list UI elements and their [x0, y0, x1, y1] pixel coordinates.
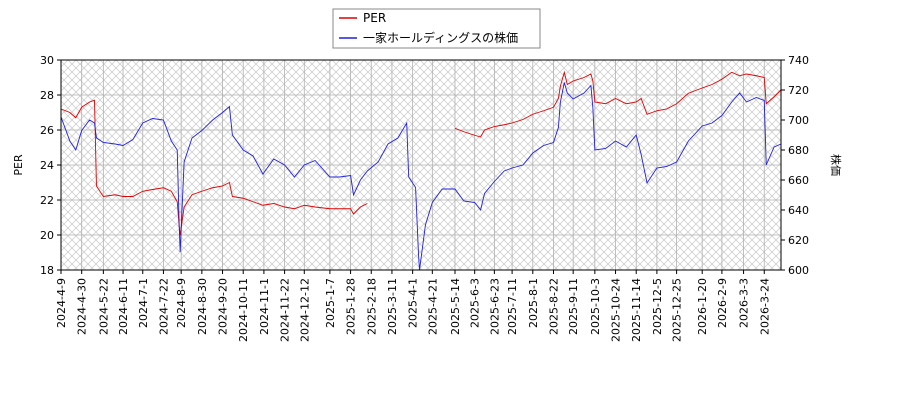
x-tick-label: 2024-11-22 — [279, 278, 292, 342]
y2-axis-label: 株価 — [829, 154, 843, 176]
x-tick-label: 2024-5-22 — [97, 278, 110, 335]
y-tick-label: 24 — [40, 159, 54, 172]
y2-tick-label: 640 — [788, 204, 809, 217]
x-tick-label: 2025-1-28 — [345, 278, 358, 335]
x-tick-label: 2025-10-24 — [610, 278, 623, 342]
y-tick-label: 26 — [40, 124, 54, 137]
y-tick-label: 18 — [40, 264, 54, 277]
x-tick-label: 2025-8-1 — [527, 278, 540, 328]
y-tick-label: 20 — [40, 229, 54, 242]
legend-label: PER — [363, 11, 386, 25]
x-tick-label: 2025-7-11 — [506, 278, 519, 335]
x-tick-label: 2025-9-11 — [567, 278, 580, 335]
y2-tick-label: 680 — [788, 144, 809, 157]
x-tick-label: 2025-1-7 — [324, 278, 337, 328]
x-tick-label: 2024-4-30 — [76, 278, 89, 335]
x-tick-label: 2026-3-3 — [738, 278, 751, 328]
line-series — [60, 70, 782, 236]
x-tick-label: 2025-8-22 — [547, 278, 560, 335]
x-tick-label: 2024-8-30 — [196, 278, 209, 335]
x-tick-label: 2024-6-11 — [117, 278, 130, 335]
x-tick-label: 2025-10-3 — [589, 278, 602, 335]
x-tick-label: 2024-7-22 — [157, 278, 170, 335]
y2-tick-label: 600 — [788, 264, 809, 277]
x-tick-label: 2025-12-25 — [671, 278, 684, 342]
x-tick-label: 2026-3-24 — [758, 278, 771, 335]
x-tick-label: 2026-2-9 — [716, 278, 729, 328]
x-tick-label: 2024-10-11 — [237, 278, 250, 342]
x-tick-label: 2025-6-23 — [488, 278, 501, 335]
x-tick-label: 2024-4-9 — [55, 278, 68, 328]
x-tick-label: 2025-4-1 — [407, 278, 420, 328]
y-tick-label: 22 — [40, 194, 54, 207]
y2-tick-label: 660 — [788, 174, 809, 187]
legend-box — [332, 8, 541, 49]
y-tick-label: 28 — [40, 89, 54, 102]
x-tick-label: 2025-12-5 — [651, 278, 664, 335]
x-tick-label: 2025-11-14 — [630, 278, 643, 342]
y2-tick-label: 720 — [788, 84, 809, 97]
x-tick-label: 2025-2-18 — [365, 278, 378, 335]
x-tick-label: 2026-1-20 — [696, 278, 709, 335]
x-tick-label: 2025-4-21 — [426, 278, 439, 335]
x-tick-label: 2025-6-3 — [469, 278, 482, 328]
x-tick-label: 2025-5-14 — [449, 278, 462, 335]
x-tick-label: 2025-3-11 — [386, 278, 399, 335]
x-tick-label: 2024-8-9 — [175, 278, 188, 328]
x-tick-label: 2024-12-12 — [298, 278, 311, 342]
legend: PER 一家ホールディングスの株価 — [332, 8, 541, 49]
y-tick-label: 30 — [40, 54, 54, 67]
y2-tick-label: 700 — [788, 114, 809, 127]
x-tick-label: 2024-7-1 — [137, 278, 150, 328]
line-series — [60, 82, 782, 271]
legend-label: 一家ホールディングスの株価 — [363, 30, 518, 45]
y2-tick-label: 740 — [788, 54, 809, 67]
y2-tick-label: 620 — [788, 234, 809, 247]
x-tick-label: 2024-9-20 — [217, 278, 230, 335]
y-axis-label: PER — [12, 154, 25, 176]
x-tick-label: 2024-11-1 — [258, 278, 271, 335]
